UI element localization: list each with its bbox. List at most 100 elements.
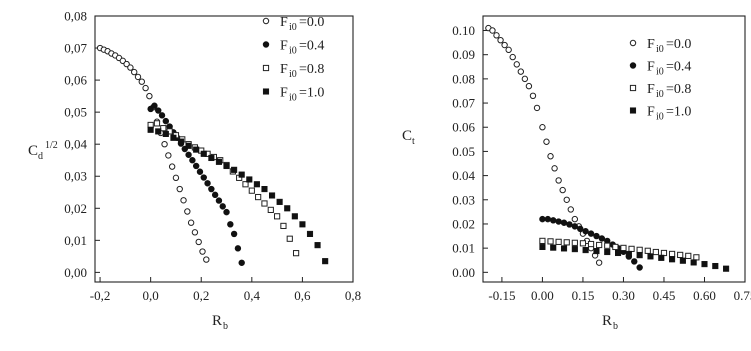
data-point bbox=[172, 174, 180, 182]
data-point bbox=[566, 221, 573, 228]
data-point bbox=[155, 107, 162, 114]
chart-cd-vs-rb: -0,2 0,0 0,2 0,4 0,6 0,8 0,00 0,01 0,02 0,03 0,04 0… bbox=[28, 9, 361, 333]
data-point bbox=[582, 247, 589, 254]
data-point bbox=[596, 241, 603, 249]
data-point bbox=[234, 245, 242, 252]
y-tick-label: 0.09 bbox=[452, 47, 475, 62]
data-point bbox=[555, 238, 562, 245]
data-point bbox=[625, 250, 632, 257]
legend-marker bbox=[262, 64, 270, 72]
data-point bbox=[142, 84, 149, 92]
data-point bbox=[158, 112, 166, 119]
data-point bbox=[712, 262, 719, 270]
data-point bbox=[587, 240, 595, 248]
y-tick-label: 0.06 bbox=[452, 120, 475, 135]
data-point bbox=[560, 219, 568, 226]
data-point bbox=[539, 215, 546, 223]
legend-marker bbox=[629, 62, 637, 69]
data-point bbox=[161, 140, 168, 148]
data-point bbox=[248, 187, 255, 194]
data-point bbox=[701, 261, 708, 268]
data-point bbox=[185, 142, 192, 149]
data-point bbox=[227, 221, 234, 228]
y-tick-label: 0,04 bbox=[64, 137, 87, 152]
data-point bbox=[501, 41, 508, 49]
data-point bbox=[223, 208, 230, 216]
data-point bbox=[636, 246, 643, 253]
data-point bbox=[274, 213, 281, 220]
data-point bbox=[160, 125, 167, 132]
y-tick-label: 0.10 bbox=[452, 23, 475, 38]
y-tick-label: 0.00 bbox=[452, 265, 475, 280]
x-tick-label: 0,2 bbox=[193, 288, 209, 303]
data-point bbox=[187, 219, 195, 226]
legend-marker bbox=[629, 39, 637, 47]
data-point bbox=[612, 243, 619, 251]
data-point bbox=[155, 128, 162, 135]
legend-marker bbox=[262, 17, 270, 25]
series-0-0 bbox=[485, 24, 603, 266]
data-point bbox=[238, 259, 245, 266]
data-point bbox=[509, 53, 516, 61]
data-point bbox=[559, 186, 566, 194]
data-point bbox=[168, 163, 176, 170]
data-point bbox=[517, 68, 525, 75]
data-point bbox=[505, 46, 512, 54]
data-point bbox=[555, 177, 562, 184]
data-point bbox=[170, 134, 177, 141]
data-point bbox=[134, 73, 142, 81]
legend-marker bbox=[262, 88, 270, 95]
data-point bbox=[162, 130, 169, 137]
data-point bbox=[493, 32, 500, 39]
data-point bbox=[299, 221, 306, 228]
x-tick-label: -0.15 bbox=[488, 288, 515, 303]
data-point bbox=[582, 228, 589, 235]
data-point bbox=[215, 197, 223, 204]
data-point bbox=[593, 247, 600, 255]
legend-label-subscript: i0 bbox=[656, 44, 664, 55]
data-point bbox=[529, 92, 537, 100]
data-point bbox=[192, 162, 200, 170]
y-tick-label: 0,02 bbox=[64, 201, 87, 216]
legend-label-subscript: i0 bbox=[289, 22, 297, 33]
legend-label: F bbox=[280, 39, 288, 54]
data-point bbox=[539, 243, 546, 250]
data-point bbox=[571, 239, 578, 246]
legend-label: F bbox=[280, 86, 288, 101]
data-point bbox=[292, 250, 300, 257]
data-point bbox=[291, 213, 298, 220]
series-1-0 bbox=[147, 126, 329, 265]
legend-label: F bbox=[280, 62, 288, 77]
data-point bbox=[180, 197, 187, 204]
data-point bbox=[577, 225, 584, 233]
x-tick-label: 0.15 bbox=[572, 288, 595, 303]
y-tick-label: 0,06 bbox=[64, 73, 87, 88]
data-point bbox=[571, 223, 579, 230]
data-point bbox=[208, 154, 215, 162]
x-axis-label: R bbox=[602, 313, 612, 329]
data-point bbox=[551, 165, 558, 172]
data-point bbox=[539, 124, 546, 131]
legend-label-value: =1.0 bbox=[666, 105, 691, 120]
x-tick-label: 0.45 bbox=[653, 288, 676, 303]
data-point bbox=[199, 248, 206, 255]
data-point bbox=[162, 117, 170, 125]
data-point bbox=[123, 60, 130, 68]
series-0-8 bbox=[147, 120, 300, 257]
data-point bbox=[677, 251, 684, 259]
y-axis-label-subscript: t bbox=[412, 136, 415, 147]
y-axis-label-subscript: d bbox=[38, 151, 43, 162]
legend-label: F bbox=[647, 82, 655, 97]
legend-label: F bbox=[647, 60, 655, 75]
data-point bbox=[219, 203, 226, 210]
data-point bbox=[593, 232, 600, 240]
data-point bbox=[196, 168, 204, 175]
data-point bbox=[322, 258, 329, 265]
y-axis-label: C bbox=[28, 143, 38, 159]
data-point bbox=[652, 248, 659, 256]
data-point bbox=[193, 146, 200, 153]
y-tick-label: 0,03 bbox=[64, 169, 87, 184]
y-tick-label: 0.05 bbox=[452, 144, 475, 159]
data-point bbox=[253, 181, 260, 188]
